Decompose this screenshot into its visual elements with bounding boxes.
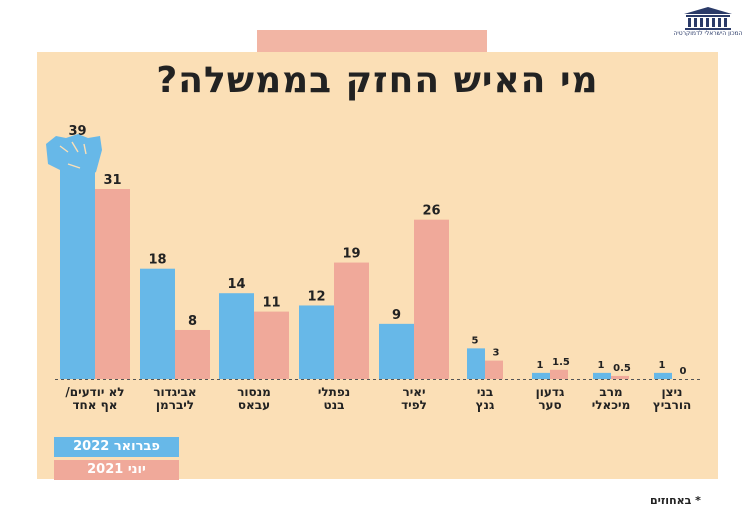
category-label-1-line-0: אביגדור: [153, 385, 196, 399]
value-label-feb-2022-4: 9: [392, 308, 401, 323]
header-accent-bar: [257, 30, 487, 52]
category-label-3-line-0: נפתלי: [318, 385, 350, 399]
bar-feb-2022-6: [532, 372, 550, 379]
bar-feb-2022-5: [467, 348, 485, 379]
value-label-feb-2022-8: 1: [659, 360, 666, 371]
category-label-6-line-0: גדעון: [536, 385, 565, 399]
value-label-jun-2021-7: 0.5: [613, 363, 631, 374]
value-label-jun-2021-6: 1.5: [552, 357, 570, 368]
category-label-4-line-1: לפיד: [401, 398, 427, 412]
category-label-8-line-1: הורביץ: [653, 398, 691, 412]
bar-jun-2021-7: [611, 375, 629, 379]
bar-feb-2022-8: [654, 372, 672, 379]
bar-feb-2022-1: [140, 268, 175, 379]
category-label-0-line-1: אף אחד: [72, 398, 117, 412]
value-label-jun-2021-8: 0: [680, 366, 687, 377]
bar-jun-2021-3: [334, 262, 369, 379]
category-label-5-line-0: בני: [477, 385, 493, 399]
bar-feb-2022-2: [219, 293, 254, 379]
legend-jun-2021: יוני 2021: [54, 460, 179, 480]
value-label-feb-2022-0: 39: [68, 124, 86, 139]
value-label-jun-2021-2: 11: [262, 296, 280, 311]
value-label-jun-2021-3: 19: [342, 247, 360, 262]
legend-feb-2022: פברואר 2022: [54, 437, 179, 457]
value-label-jun-2021-0: 31: [103, 173, 121, 188]
category-label-1-line-1: ליברמן: [156, 398, 194, 412]
category-label-6-line-1: סער: [538, 398, 561, 412]
institute-logo-icon: [684, 7, 732, 30]
value-label-feb-2022-2: 14: [227, 277, 245, 292]
value-label-feb-2022-1: 18: [148, 253, 166, 268]
institute-logo-text: המכון הישראלי לדמוקרטיה: [673, 30, 743, 37]
unit-footnote: * באחוזים: [650, 494, 701, 507]
value-label-jun-2021-5: 3: [493, 348, 500, 359]
category-label-0-line-0: לא יודעים/: [65, 385, 124, 399]
chart-title: מי האיש החזק בממשלה?: [156, 60, 599, 101]
value-label-jun-2021-4: 26: [422, 204, 440, 219]
category-label-4-line-0: יאיר: [402, 385, 425, 399]
category-label-7-line-1: מיכאלי: [592, 398, 631, 412]
bar-jun-2021-5: [485, 360, 503, 379]
bar-feb-2022-3: [299, 305, 334, 379]
bar-jun-2021-4: [414, 219, 449, 379]
value-label-jun-2021-1: 8: [188, 314, 197, 329]
category-label-3-line-1: בנט: [324, 398, 345, 412]
value-label-feb-2022-3: 12: [307, 289, 325, 304]
bar-jun-2021-2: [254, 311, 289, 379]
value-label-feb-2022-6: 1: [537, 360, 544, 371]
category-label-7-line-0: מרב: [599, 385, 622, 399]
chart-background: [37, 52, 718, 479]
raised-fist-icon: [46, 134, 102, 180]
bar-jun-2021-0: [95, 189, 130, 379]
bar-feb-2022-4: [379, 323, 414, 379]
value-label-feb-2022-5: 5: [472, 335, 479, 346]
category-label-5-line-1: גנץ: [476, 398, 495, 412]
value-label-feb-2022-7: 1: [598, 360, 605, 371]
bar-jun-2021-1: [175, 329, 210, 379]
category-label-8-line-0: ניצן: [662, 385, 683, 399]
bar-jun-2021-6: [550, 369, 568, 379]
category-label-2-line-0: מנסור: [237, 385, 271, 399]
bar-feb-2022-7: [593, 372, 611, 379]
category-label-2-line-1: עבאס: [238, 398, 270, 412]
